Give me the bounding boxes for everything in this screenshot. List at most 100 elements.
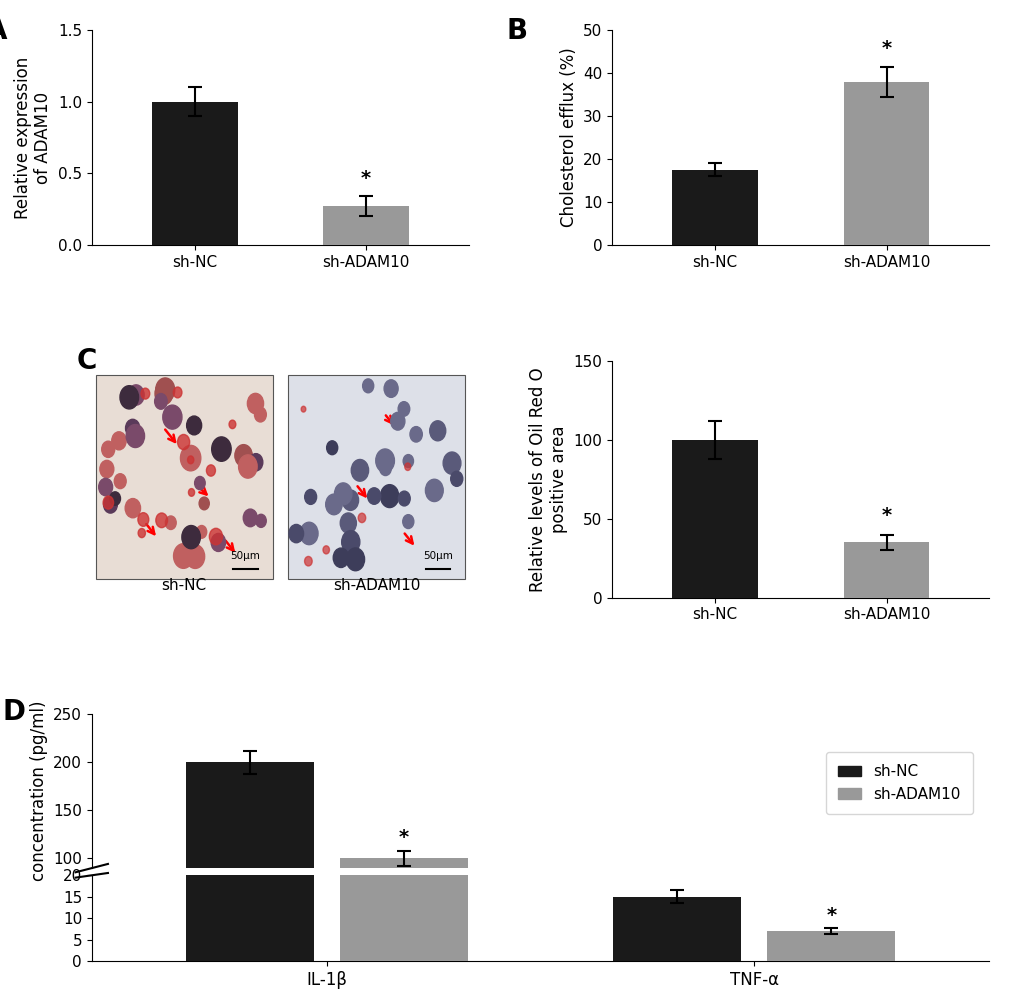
Circle shape: [351, 459, 368, 481]
Circle shape: [125, 419, 140, 437]
Circle shape: [249, 453, 263, 470]
Bar: [339, 859, 468, 955]
Circle shape: [248, 393, 263, 413]
Circle shape: [255, 407, 266, 422]
Legend: sh-NC, sh-ADAM10: sh-NC, sh-ADAM10: [825, 753, 972, 815]
Circle shape: [99, 478, 112, 495]
Circle shape: [229, 420, 235, 428]
Circle shape: [138, 529, 146, 538]
Circle shape: [301, 406, 306, 412]
Circle shape: [155, 382, 172, 404]
Circle shape: [325, 494, 341, 515]
Circle shape: [163, 405, 181, 429]
Circle shape: [367, 487, 380, 505]
Circle shape: [120, 385, 139, 409]
Bar: [185, 104, 314, 961]
Bar: [843, 82, 928, 245]
Circle shape: [141, 388, 150, 399]
Circle shape: [340, 513, 356, 534]
Text: D: D: [2, 699, 25, 727]
Text: sh-ADAM10: sh-ADAM10: [332, 578, 420, 593]
Text: *: *: [880, 39, 891, 58]
Circle shape: [375, 449, 394, 472]
Bar: [766, 948, 895, 955]
Bar: [672, 169, 757, 245]
Circle shape: [100, 460, 114, 477]
Circle shape: [177, 434, 190, 449]
Circle shape: [358, 514, 366, 523]
Bar: [766, 931, 895, 961]
Circle shape: [209, 529, 222, 545]
Circle shape: [155, 393, 167, 409]
Bar: [152, 102, 237, 245]
Circle shape: [425, 479, 443, 502]
Circle shape: [334, 482, 352, 505]
Circle shape: [379, 460, 391, 475]
Circle shape: [173, 387, 181, 397]
Circle shape: [186, 416, 202, 434]
Circle shape: [234, 444, 252, 466]
Circle shape: [112, 431, 126, 449]
Circle shape: [187, 455, 194, 463]
Circle shape: [384, 379, 397, 397]
Text: *: *: [880, 507, 891, 526]
Circle shape: [199, 497, 209, 510]
Circle shape: [212, 436, 231, 461]
Bar: [612, 940, 741, 955]
Circle shape: [156, 513, 167, 528]
Text: *: *: [361, 168, 371, 187]
Text: A: A: [0, 17, 8, 45]
Circle shape: [156, 378, 174, 401]
Circle shape: [173, 544, 193, 569]
Circle shape: [211, 534, 225, 552]
Circle shape: [429, 420, 445, 440]
Circle shape: [403, 515, 414, 529]
Circle shape: [243, 510, 257, 527]
Bar: [612, 897, 741, 961]
Text: 50μm: 50μm: [423, 551, 452, 561]
Circle shape: [256, 515, 266, 528]
Circle shape: [165, 516, 176, 530]
Circle shape: [363, 379, 373, 392]
Circle shape: [300, 523, 318, 545]
Text: B: B: [506, 17, 527, 45]
Circle shape: [403, 454, 413, 467]
Circle shape: [288, 525, 304, 543]
Circle shape: [102, 441, 114, 457]
Bar: [339, 533, 468, 961]
Circle shape: [110, 491, 120, 506]
Text: sh-NC: sh-NC: [161, 578, 207, 593]
Circle shape: [397, 401, 410, 416]
Y-axis label: concentration (pg/ml): concentration (pg/ml): [30, 701, 48, 881]
Circle shape: [181, 526, 200, 549]
Circle shape: [206, 464, 215, 476]
Text: *: *: [825, 907, 836, 925]
Circle shape: [410, 426, 422, 442]
Circle shape: [405, 463, 411, 470]
Circle shape: [180, 445, 201, 470]
Y-axis label: Cholesterol efflux (%): Cholesterol efflux (%): [559, 48, 577, 227]
Bar: [843, 543, 928, 598]
Circle shape: [185, 545, 205, 569]
Circle shape: [197, 526, 207, 539]
Circle shape: [380, 484, 398, 508]
Circle shape: [127, 384, 144, 405]
Y-axis label: Relative expression
of ADAM10: Relative expression of ADAM10: [13, 56, 52, 218]
Circle shape: [323, 546, 329, 554]
Circle shape: [125, 498, 141, 518]
Text: 50μm: 50μm: [230, 551, 260, 561]
Text: *: *: [398, 828, 409, 847]
Circle shape: [342, 490, 359, 511]
Circle shape: [450, 471, 463, 486]
Y-axis label: Relative levels of Oil Red O
positive area: Relative levels of Oil Red O positive ar…: [529, 367, 568, 592]
Circle shape: [341, 531, 360, 554]
Circle shape: [305, 557, 312, 566]
Circle shape: [390, 412, 405, 430]
Circle shape: [346, 548, 364, 571]
Text: C: C: [76, 347, 97, 375]
Circle shape: [442, 452, 461, 474]
Circle shape: [333, 549, 348, 568]
Circle shape: [126, 424, 145, 447]
Circle shape: [138, 513, 149, 527]
Circle shape: [305, 489, 316, 505]
